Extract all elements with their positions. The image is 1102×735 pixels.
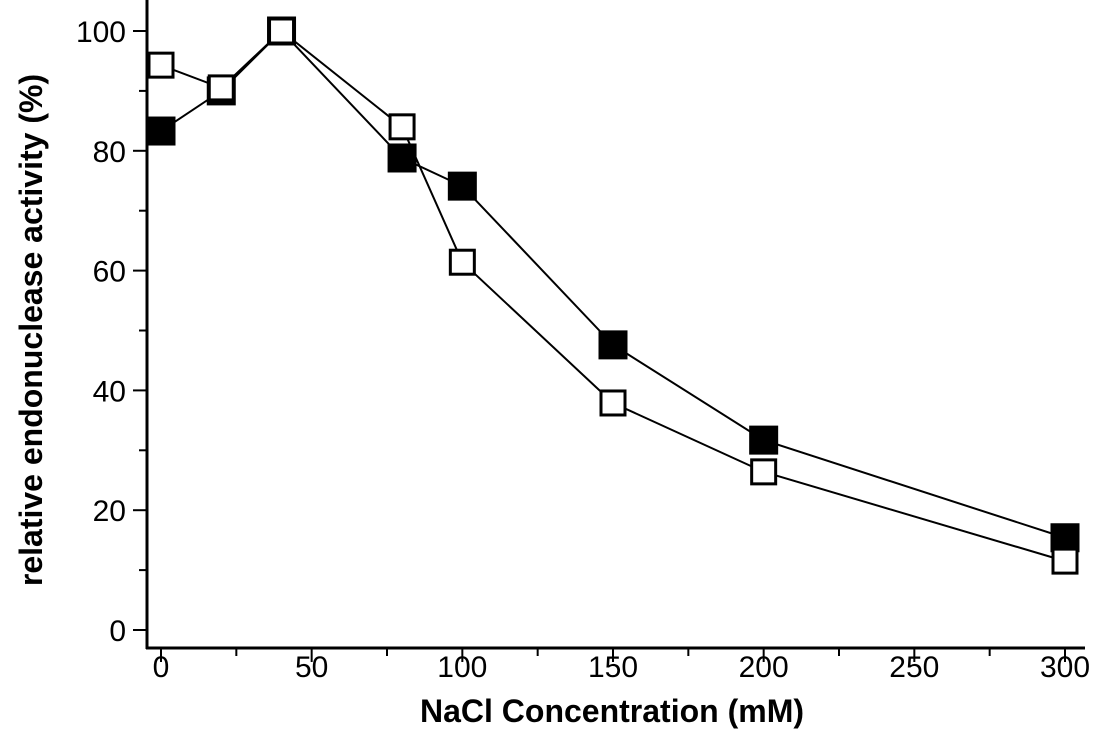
x-axis-title: NaCl Concentration (mM) xyxy=(420,693,804,729)
x-tick-label: 200 xyxy=(739,651,789,684)
data-point xyxy=(1051,547,1079,575)
data-point xyxy=(599,389,627,417)
y-tick-label: 100 xyxy=(76,16,126,49)
x-tick-label: 250 xyxy=(889,651,939,684)
series-layer xyxy=(146,16,1080,575)
x-tick-label: 100 xyxy=(437,651,487,684)
series-line xyxy=(160,29,1066,539)
data-point xyxy=(750,458,778,486)
x-tick-label: 0 xyxy=(153,651,170,684)
data-point xyxy=(388,113,416,141)
series-filled-square xyxy=(160,29,1066,539)
data-point xyxy=(147,51,175,79)
data-point xyxy=(448,248,476,276)
x-tick-label: 50 xyxy=(295,651,328,684)
y-tick-label: 0 xyxy=(109,615,126,648)
data-point xyxy=(268,17,296,45)
y-axis-title: relative endonuclease activity (%) xyxy=(13,74,49,586)
y-tick-label: 40 xyxy=(93,375,126,408)
data-point xyxy=(598,330,628,360)
x-tick-label: 150 xyxy=(588,651,638,684)
series-line xyxy=(160,29,1066,563)
series-open-square xyxy=(160,29,1066,563)
data-point xyxy=(207,74,235,102)
data-point xyxy=(447,171,477,201)
data-point xyxy=(387,143,417,173)
data-point xyxy=(749,425,779,455)
data-point xyxy=(146,116,176,146)
markers-open-square xyxy=(147,17,1079,575)
y-tick-label: 80 xyxy=(93,136,126,169)
x-tick-label: 300 xyxy=(1040,651,1090,684)
y-tick-label: 60 xyxy=(93,256,126,289)
axes: 0 50 100 150 200 250 300 0 20 40 60 80 100 xyxy=(76,0,1090,684)
data-point xyxy=(1050,523,1080,553)
markers-filled-square xyxy=(146,16,1080,553)
y-tick-label: 20 xyxy=(93,495,126,528)
